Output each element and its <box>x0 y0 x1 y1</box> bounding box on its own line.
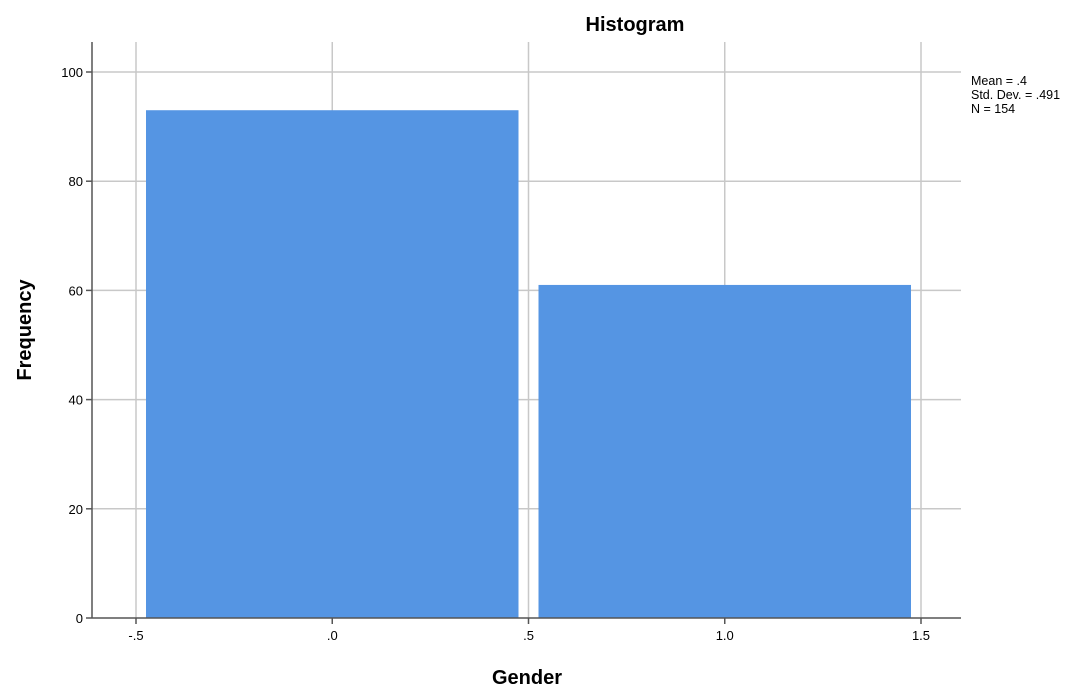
x-tick-label-3: 1.0 <box>716 628 734 643</box>
x-tick-label-4: 1.5 <box>912 628 930 643</box>
y-tick-label-1: 20 <box>69 502 83 517</box>
y-tick-label-0: 0 <box>76 611 83 626</box>
y-axis-label: Frequency <box>14 279 36 381</box>
chart-title: Histogram <box>586 14 685 36</box>
histogram-bars <box>146 110 911 618</box>
y-tick-label-4: 80 <box>69 174 83 189</box>
x-axis-ticks: -.5 .0 .5 1.0 1.5 <box>128 618 930 643</box>
x-tick-label-2: .5 <box>523 628 534 643</box>
y-tick-label-5: 100 <box>61 65 83 80</box>
x-tick-label-0: -.5 <box>128 628 143 643</box>
axes <box>91 42 961 619</box>
y-axis-ticks: 0 20 40 60 80 100 <box>61 65 92 626</box>
y-tick-label-3: 60 <box>69 283 83 298</box>
histogram-bar-1 <box>538 284 911 618</box>
stats-mean: Mean = .4 <box>971 74 1027 88</box>
y-tick-label-2: 40 <box>69 393 83 408</box>
x-tick-label-1: .0 <box>327 628 338 643</box>
stats-std-dev: Std. Dev. = .491 <box>971 88 1060 102</box>
x-axis-label: Gender <box>492 667 562 689</box>
histogram-bar-0 <box>146 110 519 618</box>
stats-n: N = 154 <box>971 102 1015 116</box>
stats-box: Mean = .4 Std. Dev. = .491 N = 154 <box>971 74 1060 116</box>
